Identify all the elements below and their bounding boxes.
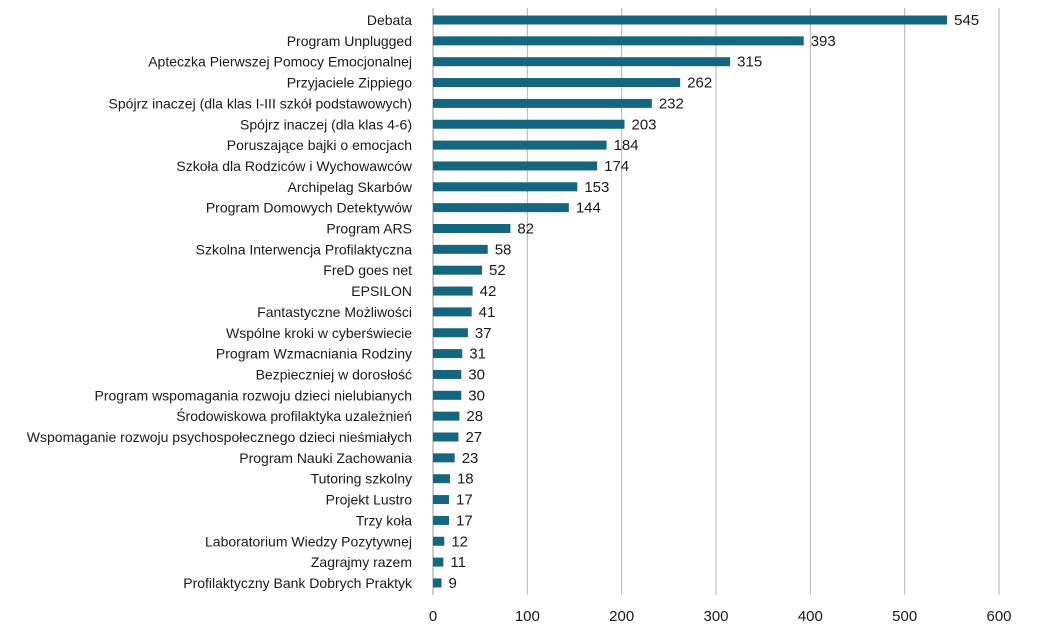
category-label: Program ARS — [326, 221, 412, 237]
bar — [433, 495, 450, 505]
category-label: Program Domowych Detektywów — [206, 200, 413, 216]
bar — [433, 515, 450, 525]
bar — [433, 119, 625, 129]
value-label: 12 — [451, 533, 468, 550]
category-label: Trzy koła — [356, 512, 412, 528]
category-label: Projekt Lustro — [326, 492, 413, 508]
category-label: Bezpieczniej w dorosłość — [256, 366, 412, 382]
value-label: 31 — [469, 346, 486, 363]
value-label: 184 — [614, 137, 639, 154]
bar — [433, 307, 472, 317]
category-label: Szkolna Interwencja Profilaktyczna — [196, 241, 413, 257]
bar — [433, 36, 804, 46]
bar — [433, 328, 468, 338]
category-label: Zagrajmy razem — [311, 554, 412, 570]
bar — [433, 349, 463, 359]
bar — [433, 369, 462, 379]
value-label: 17 — [456, 492, 473, 509]
category-label: Program Wzmacniania Rodziny — [216, 346, 412, 362]
bar — [433, 578, 442, 588]
category-label: Apteczka Pierwszej Pomocy Emocjonalnej — [148, 54, 412, 70]
value-label: 232 — [659, 95, 684, 112]
category-label: Profilaktyczny Bank Dobrych Praktyk — [183, 575, 413, 591]
gridlines — [432, 8, 1000, 595]
x-tick-label: 500 — [892, 608, 917, 625]
value-label: 262 — [687, 75, 712, 92]
bar — [433, 432, 459, 442]
bar — [433, 78, 681, 88]
bars — [433, 15, 948, 588]
value-label: 18 — [457, 471, 474, 488]
x-tick-label: 200 — [609, 608, 634, 625]
bar — [433, 453, 455, 463]
category-label: Spójrz inaczej (dla klas 4-6) — [240, 116, 412, 132]
category-label: Środowiskowa profilaktyka uzależnień — [176, 407, 412, 424]
value-label: 42 — [480, 283, 497, 300]
value-label: 11 — [450, 554, 466, 571]
x-tick-label: 300 — [703, 608, 728, 625]
bar — [433, 224, 511, 233]
x-tick-label: 400 — [798, 608, 823, 625]
value-label: 17 — [456, 512, 473, 529]
bar — [433, 265, 483, 275]
category-label: Debata — [367, 12, 412, 28]
x-axis-ticks: 0 100 200 300 400 500 600 — [429, 608, 1012, 625]
bar — [433, 411, 460, 421]
bar — [433, 98, 652, 108]
value-label: 30 — [468, 387, 485, 404]
bar — [433, 244, 488, 254]
bar — [433, 286, 473, 296]
category-label: Laboratorium Wiedzy Pozytywnej — [205, 533, 412, 549]
bar — [433, 536, 445, 546]
value-label: 28 — [466, 408, 483, 425]
bar — [433, 15, 948, 25]
value-label: 27 — [465, 429, 482, 446]
value-label: 82 — [517, 221, 534, 238]
category-label: Tutoring szkolny — [311, 471, 412, 487]
category-label: Przyjaciele Zippiego — [287, 75, 412, 91]
category-label: Spójrz inaczej (dla klas I-III szkół pod… — [109, 95, 412, 111]
x-tick-label: 0 — [429, 608, 437, 625]
bar — [433, 474, 450, 484]
bar — [433, 140, 607, 150]
category-label: Poruszające bajki o emocjach — [227, 137, 412, 153]
bar — [433, 203, 569, 213]
category-label: Program wspomagania rozwoju dzieci nielu… — [95, 387, 413, 403]
bar — [433, 57, 731, 67]
bar — [433, 390, 462, 400]
value-label: 30 — [468, 366, 485, 383]
value-label: 52 — [489, 262, 506, 279]
value-label: 58 — [495, 241, 512, 258]
value-label: 203 — [631, 116, 656, 133]
bar — [433, 182, 578, 192]
category-label: Wspomaganie rozwoju psychospołecznego dz… — [27, 429, 412, 445]
x-tick-label: 600 — [986, 608, 1011, 625]
category-label: FreD goes net — [323, 262, 412, 278]
category-label: Wspólne kroki w cyberświecie — [226, 325, 412, 341]
x-tick-label: 100 — [515, 608, 540, 625]
value-label: 37 — [475, 325, 492, 342]
category-label: EPSILON — [351, 283, 412, 299]
bar — [433, 161, 598, 171]
value-label: 393 — [811, 33, 836, 50]
category-labels: Debata Program Unplugged Apteczka Pierwsze… — [27, 12, 413, 591]
category-label: Program Unplugged — [287, 33, 412, 49]
category-label: Szkoła dla Rodziców i Wychowawców — [176, 158, 413, 174]
value-label: 174 — [604, 158, 629, 175]
category-label: Fantastyczne Możliwości — [257, 304, 412, 320]
value-label: 23 — [462, 450, 479, 467]
value-label: 41 — [479, 304, 496, 321]
value-label: 545 — [954, 12, 979, 29]
value-label: 9 — [448, 575, 456, 592]
value-label: 153 — [584, 179, 609, 196]
value-label: 315 — [737, 54, 762, 71]
category-label: Archipelag Skarbów — [287, 179, 412, 195]
bar — [433, 557, 444, 567]
value-label: 144 — [576, 200, 601, 217]
category-label: Program Nauki Zachowania — [239, 450, 412, 466]
